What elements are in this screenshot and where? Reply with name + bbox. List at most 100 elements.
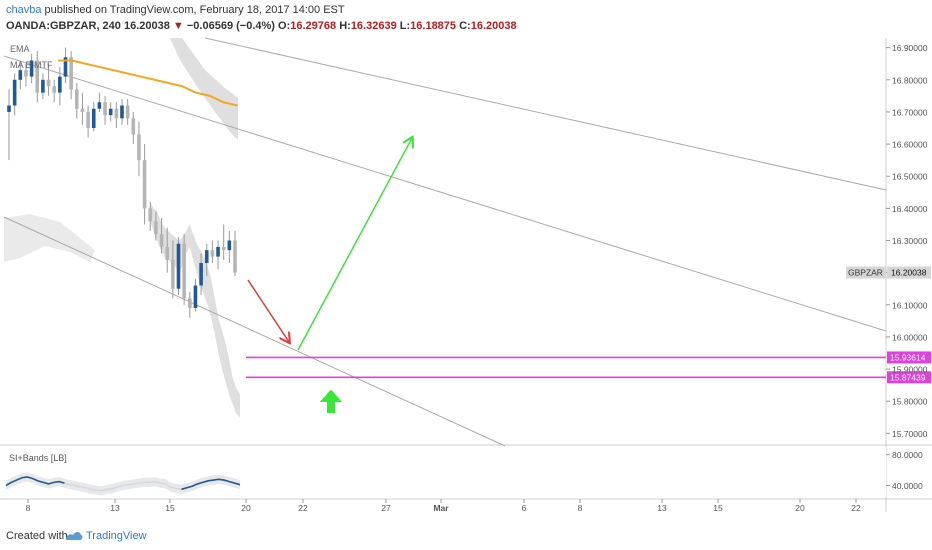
candle-body bbox=[35, 60, 40, 93]
candle-body bbox=[12, 79, 17, 106]
candle-body bbox=[131, 118, 136, 135]
channel-line bbox=[3, 55, 887, 332]
symbol-line: OANDA:GBPZAR, 240 16.20038 ▼ −0.06569 (−… bbox=[6, 20, 517, 32]
time-tick-label: 8 bbox=[578, 503, 583, 513]
author-link[interactable]: chavba bbox=[6, 4, 42, 16]
time-tick-label: 20 bbox=[241, 503, 251, 513]
candle-body bbox=[97, 102, 102, 109]
time-tick-label: 6 bbox=[522, 503, 527, 513]
red-down-arrow bbox=[247, 279, 289, 342]
candle-body bbox=[227, 240, 232, 251]
cloud-band-upper bbox=[170, 38, 238, 140]
current-price-tag bbox=[887, 266, 931, 279]
ema-line bbox=[58, 59, 238, 107]
price-axis[interactable]: 16.90000 16.80000 16.70000 16.60000 16.50000… bbox=[846, 43, 931, 439]
published-text: published on TradingView.com, February 1… bbox=[44, 4, 345, 16]
channel-lines[interactable] bbox=[3, 37, 887, 447]
price-tick-label: 16.70000 bbox=[892, 107, 928, 117]
time-tick-label: 22 bbox=[851, 503, 861, 513]
publish-line: chavba published on TradingView.com, Feb… bbox=[6, 4, 345, 16]
indicator-tick-label: 40.0000 bbox=[892, 481, 923, 491]
time-tick-label: 22 bbox=[298, 503, 308, 513]
price-tick-label: 16.40000 bbox=[892, 204, 928, 214]
low-value: 16.18875 bbox=[410, 20, 457, 32]
channel-line bbox=[3, 216, 506, 447]
footer: Created with TradingView bbox=[0, 522, 932, 550]
candle-body bbox=[41, 79, 45, 93]
candle-body bbox=[221, 246, 226, 251]
candle-body bbox=[188, 298, 192, 308]
indicator-pane: 80.0000 40.0000 SI+Bands [LB] bbox=[4, 447, 923, 497]
open-label: O: bbox=[278, 20, 291, 32]
candle-body bbox=[86, 111, 90, 128]
time-tick-label: 20 bbox=[795, 503, 805, 513]
candle-body bbox=[159, 234, 164, 247]
indicator-tick-label: 80.0000 bbox=[892, 450, 923, 460]
chart-header: chavba published on TradingView.com, Feb… bbox=[0, 0, 932, 37]
candle-body bbox=[103, 102, 107, 116]
support-levels[interactable]: 15.93614 15.87439 bbox=[246, 351, 931, 384]
time-tick-label: 27 bbox=[381, 503, 391, 513]
ema-line-path bbox=[58, 59, 238, 107]
price-tick-label: 16.50000 bbox=[892, 172, 928, 182]
candle-body bbox=[63, 57, 68, 77]
candle-body bbox=[210, 250, 215, 257]
channel-line bbox=[204, 37, 887, 191]
time-tick-label: 8 bbox=[26, 503, 31, 513]
green-buy-arrow-icon bbox=[319, 389, 343, 413]
candle-body bbox=[7, 105, 11, 112]
time-tick-label: Mar bbox=[433, 503, 449, 513]
candle-body bbox=[216, 246, 220, 257]
time-axis[interactable]: 8 13 15 20 22 27 Mar 6 8 13 15 20 22 bbox=[26, 499, 861, 513]
candle-body bbox=[193, 285, 198, 308]
low-label: L: bbox=[399, 20, 411, 32]
price-tick-label: 16.90000 bbox=[892, 43, 928, 53]
candle-body bbox=[182, 243, 186, 299]
change-down-icon: ▼ bbox=[172, 20, 184, 32]
candle-body bbox=[58, 76, 62, 93]
green-up-arrow bbox=[297, 138, 412, 351]
candle-body bbox=[24, 70, 28, 77]
support-level-label: 15.87439 bbox=[890, 372, 926, 382]
time-tick-label: 15 bbox=[713, 503, 723, 513]
candle-body bbox=[91, 108, 96, 128]
time-tick-label: 15 bbox=[165, 503, 175, 513]
time-tick-label: 13 bbox=[110, 503, 120, 513]
price-tick-label: 15.70000 bbox=[892, 429, 928, 439]
grid bbox=[0, 38, 932, 512]
price-tick-label: 16.80000 bbox=[892, 75, 928, 85]
support-level-tag bbox=[887, 371, 931, 384]
candle-body bbox=[199, 263, 203, 286]
candle-body bbox=[176, 243, 181, 289]
open-value: 16.29768 bbox=[290, 20, 337, 32]
close-value: 16.20038 bbox=[470, 20, 517, 32]
projection-arrows[interactable] bbox=[247, 138, 412, 413]
candle-body bbox=[165, 246, 169, 260]
candle-body bbox=[18, 70, 23, 80]
tradingview-logo-icon[interactable] bbox=[64, 529, 84, 543]
current-price-label: 16.20038 bbox=[891, 268, 927, 278]
created-with-text: Created with bbox=[6, 530, 68, 542]
legend-item: MA B MTF bbox=[10, 60, 53, 70]
tradingview-link[interactable]: TradingView bbox=[86, 530, 147, 542]
chart[interactable]: 15.93614 15.87439 80.0000 40.0000 SI+Bands … bbox=[0, 0, 932, 522]
legend-item: EMA bbox=[10, 44, 30, 54]
candle-body bbox=[154, 221, 158, 235]
price-tick-label: 16.00000 bbox=[892, 332, 928, 342]
candle-body bbox=[233, 240, 237, 273]
symbol-name: OANDA:GBPZAR, 240 bbox=[6, 20, 121, 32]
close-label: C: bbox=[459, 20, 471, 32]
candle-body bbox=[69, 57, 73, 90]
symbol-price-tag bbox=[846, 266, 886, 279]
candle-body bbox=[125, 105, 130, 119]
candle-body bbox=[171, 259, 175, 289]
price-tick-label: 16.10000 bbox=[892, 300, 928, 310]
indicator-line-blue bbox=[181, 478, 241, 491]
price-tick-label: 15.90000 bbox=[892, 365, 928, 375]
support-level-label: 15.93614 bbox=[890, 352, 926, 362]
candle-body bbox=[80, 108, 85, 112]
symbol-tag-label: GBPZAR bbox=[848, 268, 883, 278]
main-pane bbox=[4, 38, 886, 443]
candle-body bbox=[29, 60, 34, 77]
time-tick-label: 13 bbox=[657, 503, 667, 513]
